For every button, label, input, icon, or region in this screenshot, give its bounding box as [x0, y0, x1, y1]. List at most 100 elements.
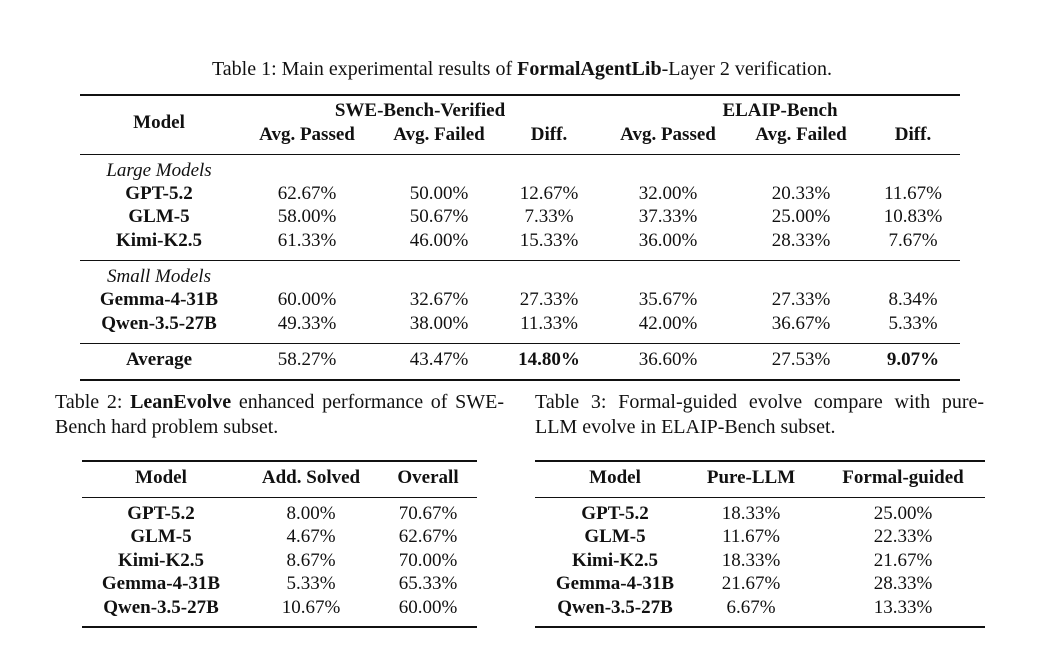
table-cell: 21.67% [873, 550, 933, 571]
table-cell: 4.67% [286, 526, 336, 547]
group-header: ELAIP-Bench [722, 100, 838, 121]
table-cell: 36.60% [638, 349, 698, 370]
row-header: Qwen-3.5-27B [557, 597, 673, 618]
table-cell: 38.00% [409, 313, 469, 334]
table-cell: 50.67% [409, 206, 469, 227]
table-cell: 43.47% [409, 349, 469, 370]
caption-text: Main experimental results of [281, 58, 513, 80]
table-cell: 28.33% [873, 573, 933, 594]
row-header: Qwen-3.5-27B [103, 597, 219, 618]
table-cell: 8.00% [286, 503, 336, 524]
column-header: Diff. [894, 124, 932, 145]
table-cell: 5.33% [888, 313, 938, 334]
row-header: GLM-5 [128, 206, 190, 227]
row-header: GPT-5.2 [125, 183, 193, 204]
caption-label: Table 3: [535, 391, 607, 413]
table-caption: Table 2: LeanEvolve enhanced performance… [55, 390, 504, 440]
table-cell: 60.00% [277, 289, 337, 310]
table-cell: 5.33% [286, 573, 336, 594]
table-cell: 37.33% [638, 206, 698, 227]
table-cell: 11.67% [884, 183, 942, 204]
table-rule [82, 496, 477, 498]
table-cell: 49.33% [277, 313, 337, 334]
row-header: Kimi-K2.5 [571, 550, 659, 571]
table-cell: 11.33% [520, 313, 578, 334]
table-cell: 27.33% [519, 289, 579, 310]
caption-emphasis: LeanEvolve [130, 391, 232, 413]
column-header: Model [135, 467, 187, 488]
table-rule [535, 626, 985, 628]
row-header: Average [125, 349, 193, 370]
table-cell: 42.00% [638, 313, 698, 334]
table-cell: 65.33% [398, 573, 458, 594]
table-cell: 36.00% [638, 230, 698, 251]
caption-emphasis: FormalAgentLib [517, 58, 662, 80]
section-label: Large Models [106, 160, 212, 181]
column-header: Avg. Passed [620, 124, 716, 145]
table-cell: 14.80% [518, 349, 580, 370]
caption-label: Table 1: [211, 58, 277, 80]
table-cell: 18.33% [721, 550, 781, 571]
table-cell: 46.00% [409, 230, 469, 251]
table-rule [82, 460, 477, 462]
table-cell: 50.00% [409, 183, 469, 204]
table-cell: 7.33% [524, 206, 574, 227]
table-cell: 13.33% [873, 597, 933, 618]
table-cell: 70.67% [398, 503, 458, 524]
caption-label: Table 2: [55, 391, 123, 413]
row-header: Gemma-4-31B [99, 289, 219, 310]
table-rule [80, 94, 960, 96]
table-cell: 25.00% [873, 503, 933, 524]
table-cell: 11.67% [722, 526, 780, 547]
row-header: Kimi-K2.5 [115, 230, 203, 251]
group-header: SWE-Bench-Verified [334, 100, 506, 121]
table-cell: 58.00% [277, 206, 337, 227]
table-cell: 70.00% [398, 550, 458, 571]
row-header: GLM-5 [130, 526, 192, 547]
table-cell: 32.67% [409, 289, 469, 310]
row-header: Kimi-K2.5 [117, 550, 205, 571]
table-cell: 36.67% [771, 313, 831, 334]
caption-text: Formal-guided evolve compare with pure-L… [535, 391, 985, 438]
table-cell: 62.67% [398, 526, 458, 547]
table-cell: 8.34% [888, 289, 938, 310]
row-header: Gemma-4-31B [101, 573, 221, 594]
table-caption: Table 1: Main experimental results of Fo… [212, 57, 832, 82]
row-header: GPT-5.2 [127, 503, 195, 524]
column-header: Avg. Failed [755, 124, 847, 145]
caption-text: enhanced performance of SWE-Bench hard p… [55, 391, 505, 438]
table-cell: 27.53% [771, 349, 831, 370]
column-header: Pure-LLM [706, 467, 796, 488]
table-rule [80, 342, 960, 344]
table-cell: 25.00% [771, 206, 831, 227]
table-rule [80, 259, 960, 261]
table-cell: 22.33% [873, 526, 933, 547]
table-cell: 35.67% [638, 289, 698, 310]
row-header: Gemma-4-31B [555, 573, 675, 594]
table-cell: 12.67% [519, 183, 579, 204]
table-cell: 6.67% [726, 597, 776, 618]
table-cell: 60.00% [398, 597, 458, 618]
column-header: Diff. [530, 124, 568, 145]
row-header: GPT-5.2 [581, 503, 649, 524]
table-rule [80, 153, 960, 155]
table-rule [535, 460, 985, 462]
table-cell: 21.67% [721, 573, 781, 594]
column-header: Add. Solved [261, 467, 361, 488]
table-cell: 61.33% [277, 230, 337, 251]
table-cell: 8.67% [286, 550, 336, 571]
table-caption: Table 3: Formal-guided evolve compare wi… [535, 390, 984, 440]
column-header: Formal-guided [842, 467, 964, 488]
section-label: Small Models [107, 266, 211, 287]
table-rule [535, 496, 985, 498]
row-header: GLM-5 [584, 526, 646, 547]
table-cell: 58.27% [277, 349, 337, 370]
table-rule [80, 379, 960, 381]
table-cell: 62.67% [277, 183, 337, 204]
row-header: Qwen-3.5-27B [101, 313, 217, 334]
table-cell: 7.67% [888, 230, 938, 251]
table-cell: 28.33% [771, 230, 831, 251]
column-header: Overall [397, 467, 459, 488]
table-cell: 18.33% [721, 503, 781, 524]
